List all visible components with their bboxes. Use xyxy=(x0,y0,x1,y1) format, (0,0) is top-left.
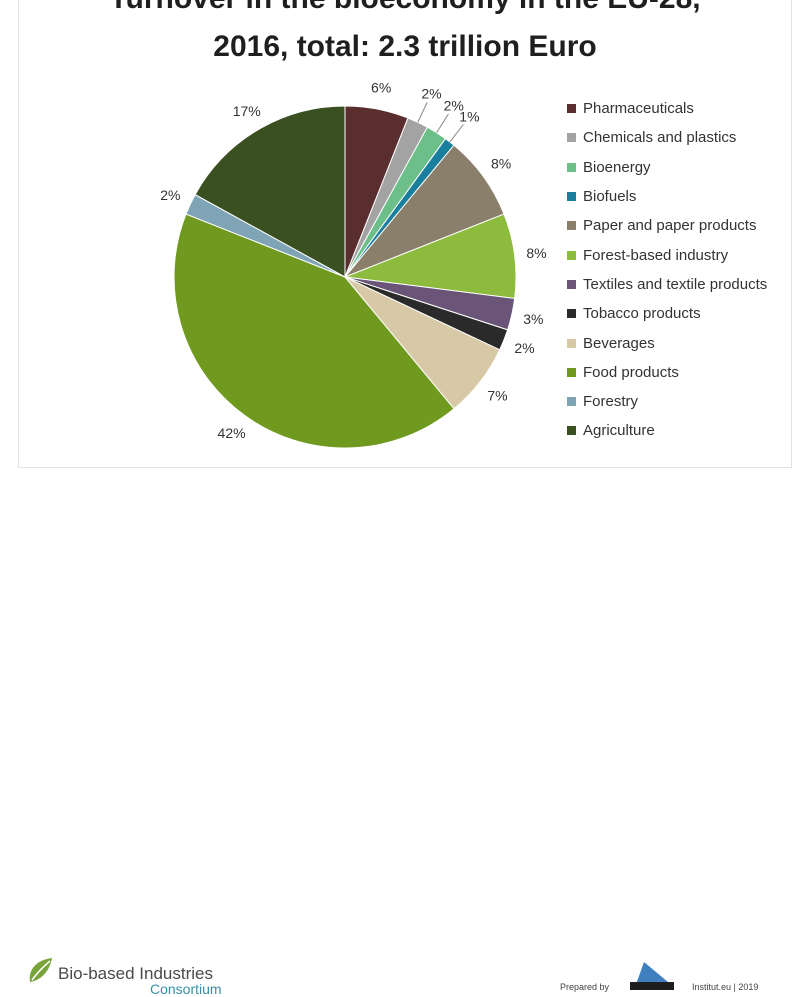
legend-swatch xyxy=(567,133,576,143)
pie-slice-food-products xyxy=(173,213,455,449)
data-label-paper-and-paper-products: 8% xyxy=(491,156,511,172)
pie-slice-agriculture xyxy=(194,105,346,278)
data-label-forestry: 2% xyxy=(160,187,180,203)
data-label-textiles-and-textile-products: 3% xyxy=(523,311,543,327)
legend-label: Food products xyxy=(583,363,679,381)
legend-label: Textiles and textile products xyxy=(583,275,768,293)
legend-item: Beverages xyxy=(567,328,767,357)
data-label-agriculture: 17% xyxy=(233,103,261,119)
data-label-tobacco-products: 2% xyxy=(514,340,534,356)
logo-subname: Consortium xyxy=(150,981,222,997)
credit-label: Institut.eu | 2019 xyxy=(692,982,759,992)
pie-chart: 6% 2%2%1%8%8%3%2%7%42%2%17% xyxy=(160,79,547,449)
legend-label: Agriculture xyxy=(583,422,655,440)
data-label-pharmaceuticals: 6% xyxy=(371,79,391,95)
legend-swatch xyxy=(567,162,576,172)
legend-label: Paper and paper products xyxy=(583,217,757,235)
chart-legend: Pharmaceuticals Chemicals and plastics Bio… xyxy=(567,94,767,446)
legend-item: Forestry xyxy=(567,387,767,416)
legend-label: Pharmaceuticals xyxy=(583,100,694,118)
legend-item: Textiles and textile products xyxy=(567,270,767,299)
chart-title-line1: Turnover in the bioeconomy in the EU-28, xyxy=(0,0,810,16)
legend-label: Forest-based industry xyxy=(583,246,729,264)
legend-swatch xyxy=(567,192,576,202)
data-label-biofuels: 1% xyxy=(459,109,479,125)
prepared-by-label: Prepared by xyxy=(560,982,610,992)
data-label-bioenergy: 2% xyxy=(444,98,464,114)
legend-swatch xyxy=(567,104,576,114)
legend-label: Tobacco products xyxy=(583,305,701,323)
nova-logo-icon xyxy=(630,962,674,990)
legend-item: Forest-based industry xyxy=(567,240,767,269)
legend-label: Bioenergy xyxy=(583,158,651,176)
data-label-forest-based-industry: 8% xyxy=(526,245,546,261)
leader-line xyxy=(417,102,428,123)
leaf-logo-icon xyxy=(29,958,52,982)
leader-line xyxy=(449,124,464,143)
legend-item: Paper and paper products xyxy=(567,211,767,240)
data-label-food-products: 42% xyxy=(218,425,246,441)
legend-swatch xyxy=(567,397,576,407)
legend-swatch xyxy=(567,309,576,319)
legend-label: Biofuels xyxy=(583,188,637,206)
legend-item: Tobacco products xyxy=(567,299,767,328)
chart-title-line2: 2016, total: 2.3 trillion Euro xyxy=(213,30,597,63)
data-label-chemicals-and-plastics: 2% xyxy=(421,85,441,101)
legend-swatch xyxy=(567,367,576,377)
legend-item: Bioenergy xyxy=(567,153,767,182)
legend-swatch xyxy=(567,426,576,436)
legend-item: Agriculture xyxy=(567,416,767,445)
legend-swatch xyxy=(567,250,576,260)
legend-item: Biofuels xyxy=(567,182,767,211)
legend-item: Food products xyxy=(567,358,767,387)
leader-line xyxy=(436,113,449,133)
footer: Bio-based Industries Consortium Prepared… xyxy=(0,470,810,997)
legend-label: Forestry xyxy=(583,393,639,411)
legend-label: Beverages xyxy=(583,334,655,352)
legend-swatch xyxy=(567,338,576,348)
legend-swatch xyxy=(567,279,576,289)
legend-label: Chemicals and plastics xyxy=(583,129,737,147)
legend-item: Pharmaceuticals xyxy=(567,94,767,123)
legend-swatch xyxy=(567,221,576,231)
data-label-beverages: 7% xyxy=(487,387,507,403)
legend-item: Chemicals and plastics xyxy=(567,123,767,152)
